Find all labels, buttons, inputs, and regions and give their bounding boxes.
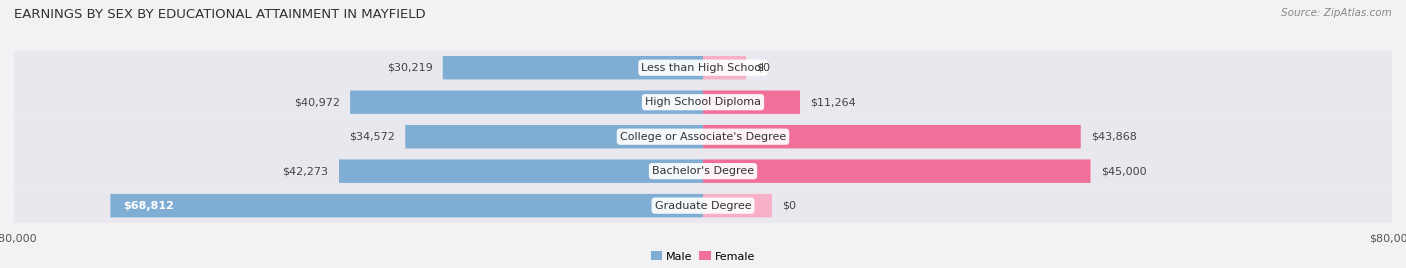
FancyBboxPatch shape — [703, 125, 1081, 148]
FancyBboxPatch shape — [14, 120, 1392, 154]
FancyBboxPatch shape — [703, 91, 800, 114]
Text: College or Associate's Degree: College or Associate's Degree — [620, 132, 786, 142]
Legend: Male, Female: Male, Female — [647, 247, 759, 266]
FancyBboxPatch shape — [703, 159, 1091, 183]
Text: Less than High School: Less than High School — [641, 63, 765, 73]
FancyBboxPatch shape — [350, 91, 703, 114]
FancyBboxPatch shape — [14, 188, 1392, 223]
FancyBboxPatch shape — [339, 159, 703, 183]
Text: $0: $0 — [756, 63, 770, 73]
Text: $68,812: $68,812 — [124, 201, 174, 211]
Text: Bachelor's Degree: Bachelor's Degree — [652, 166, 754, 176]
FancyBboxPatch shape — [405, 125, 703, 148]
FancyBboxPatch shape — [14, 50, 1392, 85]
FancyBboxPatch shape — [111, 194, 703, 217]
Text: $45,000: $45,000 — [1101, 166, 1146, 176]
FancyBboxPatch shape — [703, 194, 772, 217]
Text: $43,868: $43,868 — [1091, 132, 1137, 142]
Text: $34,572: $34,572 — [349, 132, 395, 142]
FancyBboxPatch shape — [703, 56, 747, 79]
Text: $42,273: $42,273 — [283, 166, 329, 176]
Text: Graduate Degree: Graduate Degree — [655, 201, 751, 211]
FancyBboxPatch shape — [443, 56, 703, 79]
Text: $30,219: $30,219 — [387, 63, 433, 73]
Text: High School Diploma: High School Diploma — [645, 97, 761, 107]
Text: $40,972: $40,972 — [294, 97, 340, 107]
FancyBboxPatch shape — [14, 85, 1392, 120]
Text: $0: $0 — [782, 201, 796, 211]
FancyBboxPatch shape — [14, 154, 1392, 188]
Text: EARNINGS BY SEX BY EDUCATIONAL ATTAINMENT IN MAYFIELD: EARNINGS BY SEX BY EDUCATIONAL ATTAINMEN… — [14, 8, 426, 21]
Text: Source: ZipAtlas.com: Source: ZipAtlas.com — [1281, 8, 1392, 18]
Text: $11,264: $11,264 — [810, 97, 856, 107]
